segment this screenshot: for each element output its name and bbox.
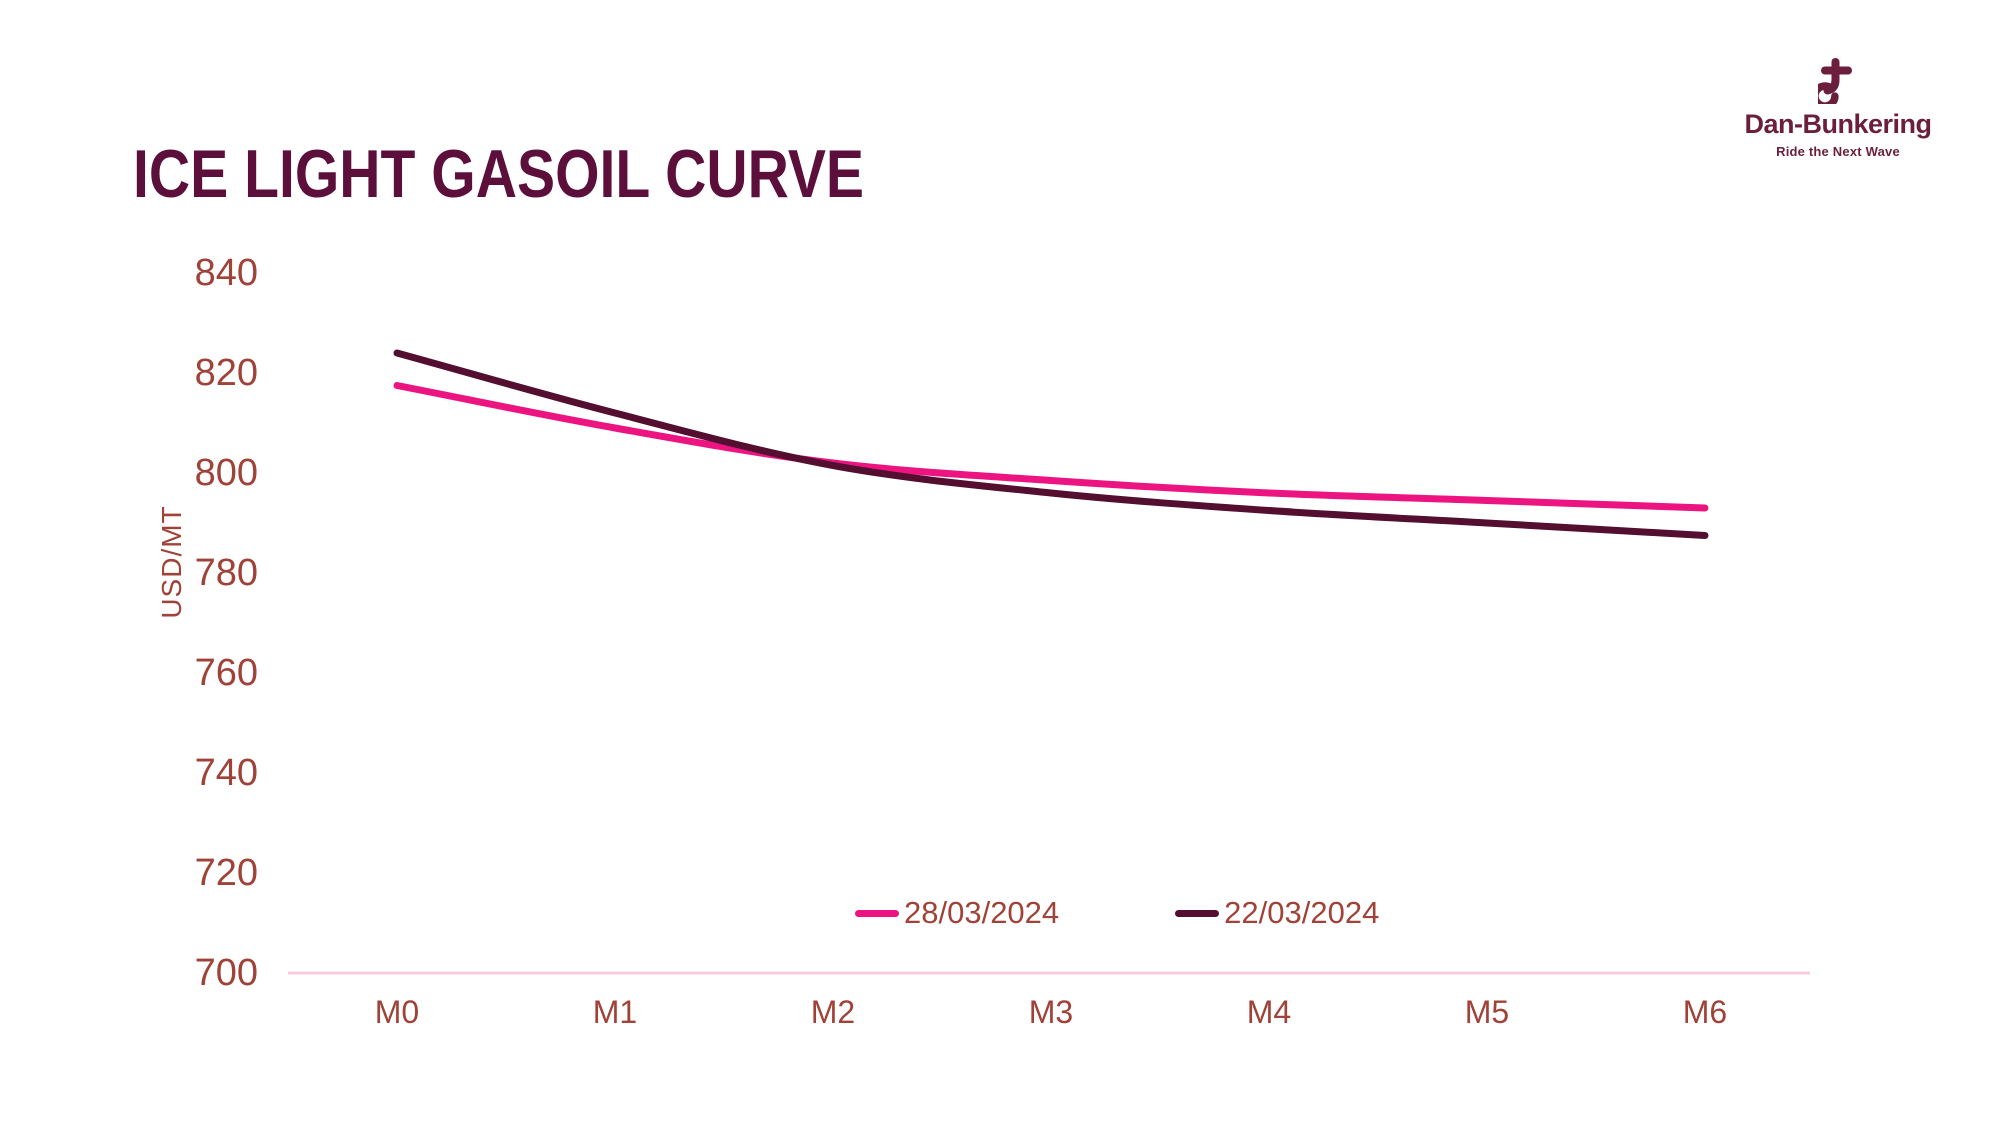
y-tick-label: 780: [194, 552, 258, 594]
x-tick-label: M1: [592, 994, 638, 1030]
page-title: ICE LIGHT GASOIL CURVE: [133, 136, 865, 212]
y-tick-label: 800: [194, 452, 258, 494]
y-tick-label: 700: [194, 952, 258, 994]
legend-line-swatch: [855, 909, 899, 917]
y-tick-label: 720: [194, 852, 258, 894]
anchor-b-icon: [1818, 58, 1852, 104]
x-tick-label: M2: [810, 994, 856, 1030]
logo-name: Dan-Bunkering: [1744, 109, 1932, 139]
x-tick-label: M5: [1464, 994, 1510, 1030]
legend-label: 28/03/2024: [904, 895, 1060, 930]
dan-bunkering-logo: Dan-Bunkering Ride the Next Wave: [1742, 58, 1934, 159]
legend-item: 28/03/2024: [855, 893, 1059, 933]
series-line-28-03-2024: [393, 382, 1709, 512]
logo-tagline: Ride the Next Wave: [1776, 144, 1900, 159]
series-line-22-03-2024: [393, 349, 1709, 539]
y-tick-label: 760: [194, 652, 258, 694]
chart-legend: 28/03/2024 22/03/2024: [855, 893, 1379, 933]
x-tick-label: M0: [374, 994, 420, 1030]
chart-plot-area: [288, 349, 1810, 975]
y-tick-label: 840: [194, 252, 258, 294]
y-tick-label: 740: [194, 752, 258, 794]
legend-label: 22/03/2024: [1224, 895, 1380, 930]
x-tick-label: M3: [1028, 994, 1074, 1030]
legend-item: 22/03/2024: [1175, 893, 1379, 933]
y-tick-label: 820: [194, 352, 258, 394]
legend-line-swatch: [1175, 909, 1220, 917]
x-tick-label: M4: [1246, 994, 1292, 1030]
x-tick-label: M6: [1682, 994, 1728, 1030]
